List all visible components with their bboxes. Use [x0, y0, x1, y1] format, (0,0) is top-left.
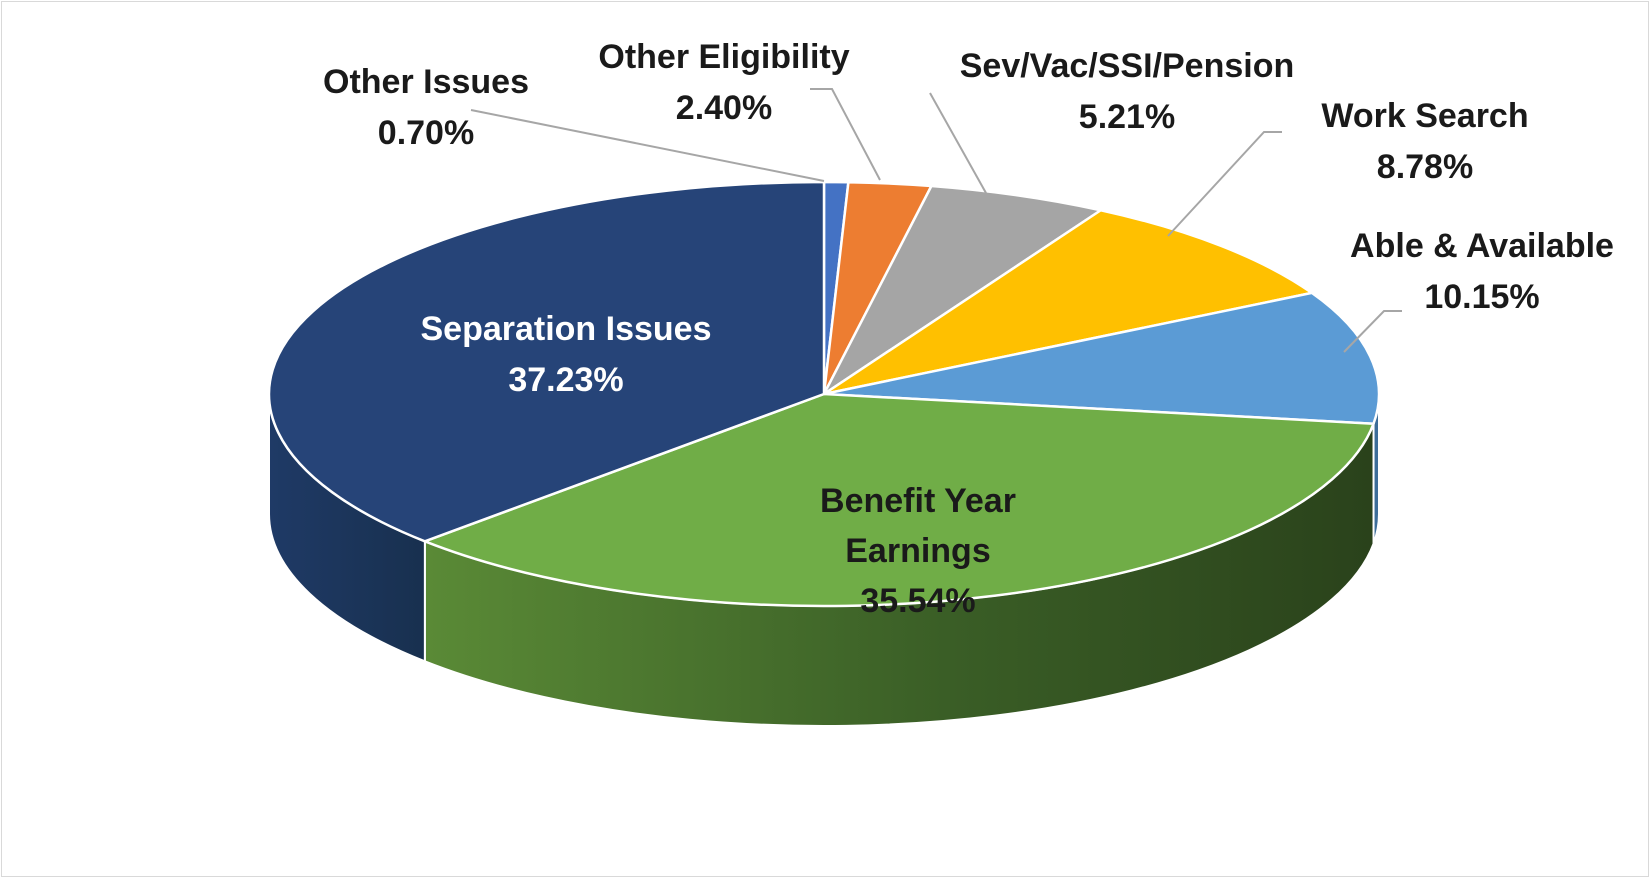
- label-value-separation-issues: 37.23%: [508, 361, 623, 399]
- slice-able-available: [822, 291, 1381, 425]
- leader-line-work-search: [1167, 131, 1282, 237]
- label-other-issues: Other Issues 0.70%: [323, 63, 529, 152]
- label-value-sev-vac-ssi-pension: 5.21%: [1079, 98, 1175, 136]
- label-other-eligibility: Other Eligibility 2.40%: [598, 38, 849, 127]
- label-name-work-search: Work Search: [1321, 97, 1528, 135]
- label-value-benefit-year-earnings: 35.54%: [860, 582, 975, 620]
- label-benefit-year-earnings: Benefit Year Earnings 35.54%: [820, 482, 1016, 620]
- label-able-available: Able & Available 10.15%: [1350, 227, 1614, 316]
- label-value-other-eligibility: 2.40%: [676, 89, 772, 127]
- label-name-other-issues: Other Issues: [323, 63, 529, 101]
- leader-lines: [470, 88, 1402, 353]
- label-separation-issues: Separation Issues 37.23%: [420, 310, 711, 399]
- label-value-work-search: 8.78%: [1377, 148, 1473, 186]
- pie-sides: [268, 393, 1380, 728]
- slice-benefit-year-earnings: [423, 392, 1375, 608]
- pie-slices: [267, 180, 1381, 608]
- leader-line-able-available: [1343, 310, 1402, 353]
- label-work-search: Work Search 8.78%: [1321, 97, 1528, 186]
- slice-separation-issues: [267, 180, 826, 543]
- label-name-able-available: Able & Available: [1350, 227, 1614, 265]
- label-name-benefit-year-earnings-2: Earnings: [845, 532, 990, 570]
- leader-line-other-eligibility: [810, 88, 881, 181]
- label-name-separation-issues: Separation Issues: [420, 310, 711, 348]
- slice-labels: Other Issues 0.70% Other Eligibility 2.40% S…: [323, 38, 1614, 620]
- label-name-other-eligibility: Other Eligibility: [598, 38, 849, 76]
- label-value-able-available: 10.15%: [1424, 278, 1539, 316]
- label-name-sev-vac-ssi-pension: Sev/Vac/SSI/Pension: [960, 47, 1295, 85]
- label-name-benefit-year-earnings-1: Benefit Year: [820, 482, 1016, 520]
- leader-line-other-issues: [470, 109, 825, 182]
- slice-work-search: [822, 208, 1314, 396]
- leader-line-sev-vac-ssi-pension: [929, 92, 987, 194]
- slice-sev-vac-ssi-pension: [822, 184, 1103, 396]
- label-sev-vac-ssi-pension: Sev/Vac/SSI/Pension 5.21%: [960, 47, 1295, 136]
- label-value-other-issues: 0.70%: [378, 114, 474, 152]
